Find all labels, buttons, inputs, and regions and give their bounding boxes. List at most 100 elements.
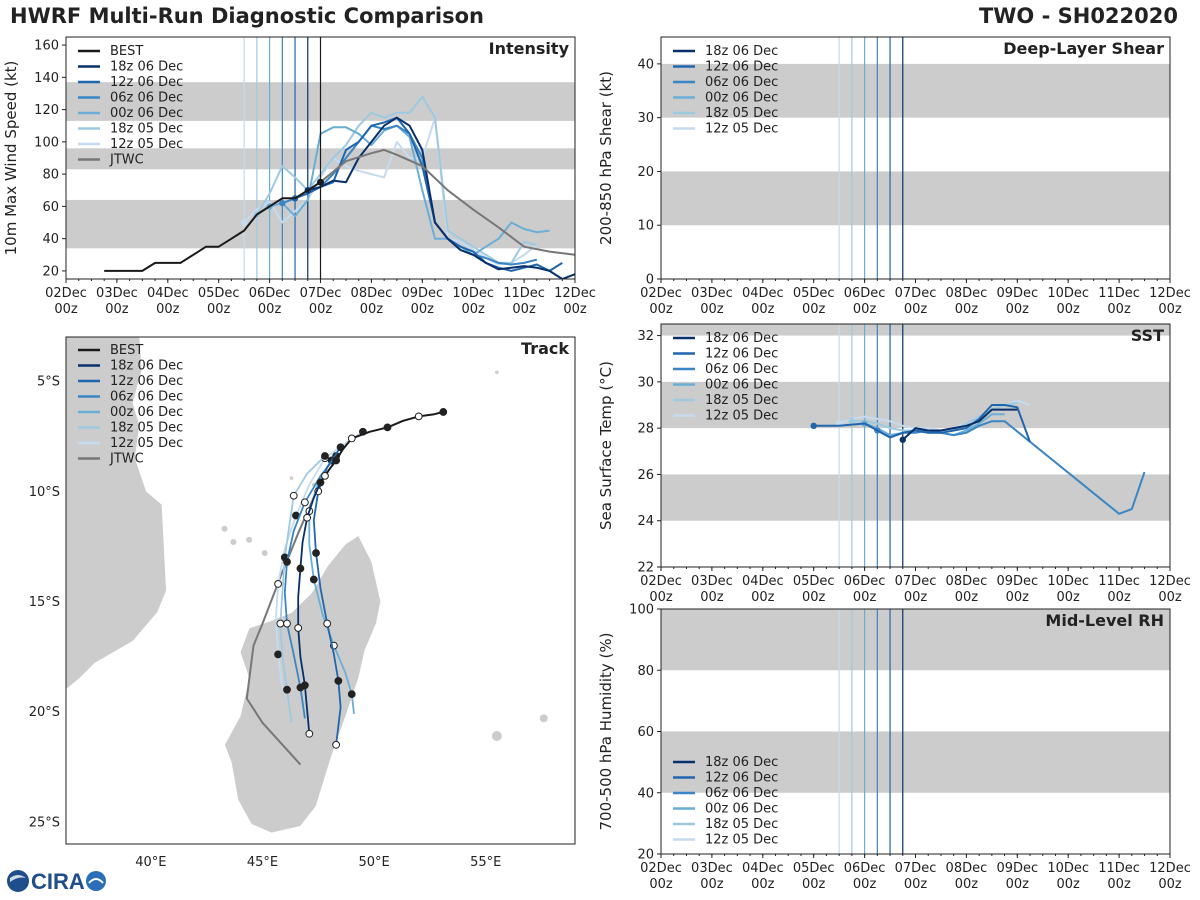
shear-xtick-label: 00z [802,302,826,317]
intensity-xtick-label: 10Dec [452,286,494,301]
rh-xtick-label: 00z [1057,877,1081,892]
sst-series-start-point [848,418,856,425]
rh-xtick-label: 04Dec [742,861,784,876]
intensity-xtick-label: 00z [512,302,536,317]
intensity-legend-label: JTWC [109,153,144,168]
shear-xtick-label: 02Dec [640,286,682,301]
track-panel-title: Track [521,339,569,358]
rh-xtick-label: 00z [1006,877,1030,892]
intensity-xtick-label: 04Dec [147,286,189,301]
shear-xtick-label: 11Dec [1098,286,1140,301]
track-6h-marker [334,676,343,685]
track-lat-label: 10°S [29,485,60,500]
sst-xtick-label: 06Dec [844,574,886,589]
track-6h-marker [309,575,318,584]
intensity-legend-label: 12z 05 Dec [110,137,183,152]
rh-xtick-label: 00z [1158,877,1182,892]
sst-legend-label: 12z 06 Dec [705,347,778,362]
sst-plot-area [810,399,1146,515]
shear-xtick-label: 00z [1006,302,1030,317]
track-series-line [274,431,364,690]
intensity-xtick-label: 11Dec [503,286,545,301]
island [261,550,268,557]
track-6h-marker [274,650,282,659]
track-map-area [66,337,548,834]
intensity-ytick-label: 60 [42,200,59,215]
sst-xtick-label: 07Dec [895,574,937,589]
intensity-series-line [256,95,538,264]
track-6h-marker [283,619,291,628]
rh-ylabel: 700-500 hPa Humidity (%) [597,632,615,830]
intensity-ytick-label: 40 [42,232,59,247]
rh-legend-label: 18z 06 Dec [705,755,778,770]
track-6h-marker [283,685,291,694]
sst-xtick-label: 05Dec [793,574,835,589]
rh-xtick-label: 00z [955,877,979,892]
intensity-xtick-label: 00z [563,302,587,317]
track-6h-marker [274,579,282,588]
track-6h-marker [312,549,320,557]
rh-xtick-label: 00z [853,877,877,892]
sst-legend-label: 06z 06 Dec [705,362,778,377]
shear-ytick-label: 20 [637,165,654,180]
intensity-xtick-label: 03Dec [96,286,138,301]
track-legend-label: 18z 05 Dec [110,421,183,436]
shear-legend-label: 00z 06 Dec [705,91,778,106]
shear-panel-title: Deep-Layer Shear [1003,39,1164,58]
rh-legend-label: 06z 06 Dec [705,786,778,801]
track-best-marker [347,434,356,443]
rh-panel-title: Mid-Level RH [1045,611,1164,630]
sst-xtick-label: 00z [1158,590,1182,605]
rh-xtick-label: 11Dec [1098,861,1140,876]
intensity-ytick-label: 100 [34,135,59,150]
shear-xtick-label: 12Dec [1149,286,1191,301]
track-6h-marker [283,557,291,566]
intensity-panel-title: Intensity [489,39,570,58]
track-series-line [283,455,337,719]
intensity-xtick-label: 00z [309,302,333,317]
rh-ytick-label: 40 [637,786,654,801]
intensity-xtick-label: 00z [462,302,486,317]
intensity-xtick-label: 06Dec [249,286,291,301]
track-6h-marker [323,619,332,628]
intensity-xtick-label: 05Dec [198,286,240,301]
sst-series-start-point [899,436,906,443]
track-6h-marker [276,619,285,628]
shear-xtick-label: 00z [1107,302,1131,317]
sst-ytick-label: 22 [637,561,654,576]
intensity-ytick-label: 20 [42,264,59,279]
track-6h-marker [305,729,314,738]
shear-xtick-label: 00z [1057,302,1081,317]
sst-band [661,324,1170,336]
rh-ytick-label: 80 [637,664,654,679]
sst-xtick-label: 00z [904,590,928,605]
rh-ytick-label: 20 [637,848,654,863]
track-6h-marker [294,624,303,632]
track-6h-marker [347,690,356,699]
track-best-marker [414,412,423,421]
sst-legend-label: 12z 05 Dec [705,409,778,424]
track-legend-label: 00z 06 Dec [110,405,183,420]
rh-xtick-label: 07Dec [895,861,937,876]
sst-ylabel: Sea Surface Temp (°C) [597,361,615,530]
rh-xtick-label: 00z [700,877,724,892]
intensity-best-line [104,181,322,272]
shear-band [661,171,1170,226]
sst-xtick-label: 00z [751,590,775,605]
intensity-xtick-label: 00z [258,302,282,317]
shear-xtick-label: 06Dec [844,286,886,301]
track-6h-marker [300,681,309,690]
shear-ytick-label: 10 [637,219,654,234]
sst-xtick-label: 09Dec [996,574,1038,589]
track-best-marker [332,456,341,465]
intensity-xtick-label: 00z [105,302,129,317]
sst-legend-label: 18z 06 Dec [705,331,778,346]
cira-logo-icon: CIRA [7,869,106,894]
track-6h-marker [321,452,329,460]
track-legend-label: BEST [110,343,143,358]
shear-xtick-label: 10Dec [1047,286,1089,301]
island [221,525,228,532]
intensity-xtick-label: 12Dec [554,286,596,301]
sst-legend-label: 00z 06 Dec [705,378,778,393]
